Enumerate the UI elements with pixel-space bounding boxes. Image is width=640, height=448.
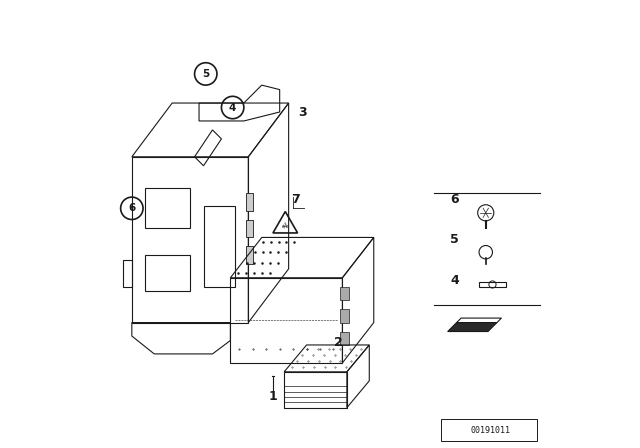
Bar [246, 193, 253, 211]
Bar [441, 419, 538, 441]
Text: 5: 5 [202, 69, 209, 79]
Text: a/c: a/c [282, 224, 289, 228]
Text: 3: 3 [298, 105, 307, 119]
Text: 2: 2 [333, 336, 342, 349]
Polygon shape [448, 323, 497, 332]
Text: 4: 4 [229, 103, 236, 112]
Text: 6: 6 [128, 203, 136, 213]
Text: 00191011: 00191011 [470, 426, 510, 435]
Bar [246, 220, 253, 237]
Text: 6: 6 [450, 193, 459, 206]
Bar [340, 287, 349, 300]
Bar [340, 332, 349, 345]
Text: 7: 7 [291, 193, 300, 206]
Bar [145, 255, 190, 291]
Bar [246, 246, 253, 264]
Text: 1: 1 [269, 390, 277, 403]
Bar [204, 206, 235, 287]
Text: 4: 4 [450, 273, 459, 287]
Text: ⚠: ⚠ [282, 222, 289, 228]
Text: 5: 5 [450, 233, 459, 246]
Bar [340, 309, 349, 323]
Bar [145, 188, 190, 228]
